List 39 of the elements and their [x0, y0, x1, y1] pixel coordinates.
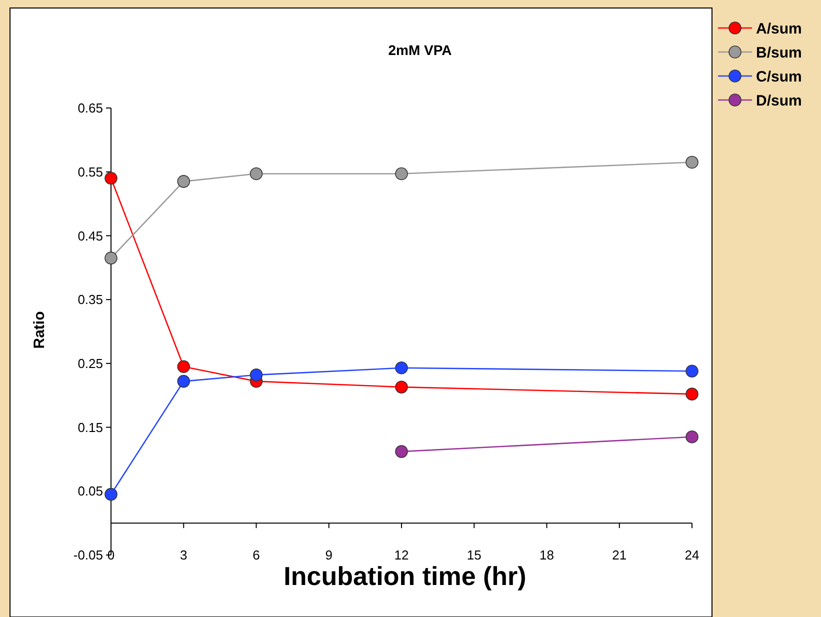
x-tick-label: 12 [394, 548, 409, 563]
y-tick-label: 0.05 [78, 484, 103, 499]
point [686, 388, 698, 400]
chart-title: 2mM VPA [388, 42, 452, 58]
y-tick-label: 0.35 [78, 292, 103, 308]
point [250, 368, 263, 382]
x-tick-label: 3 [180, 548, 188, 563]
y-tick-label: -0.05 [73, 548, 103, 563]
legend-label: D/sum [756, 92, 802, 110]
legend-label: C/sum [756, 68, 802, 86]
point [395, 380, 408, 394]
x-tick-label: 15 [466, 548, 482, 563]
legend-label: A/sum [756, 20, 802, 38]
point [250, 167, 263, 180]
point [395, 445, 408, 458]
point [686, 430, 698, 444]
y-tick-label: 0.25 [78, 356, 103, 371]
x-tick-label: 18 [540, 548, 554, 563]
y-tick-label: 0.55 [78, 164, 103, 180]
x-tick-label: 21 [612, 548, 627, 563]
point [395, 167, 408, 180]
y-tick-label: 0.45 [78, 228, 103, 244]
point [104, 172, 118, 185]
x-tick-label: 24 [684, 548, 700, 563]
y-tick-label: 0.65 [78, 100, 103, 116]
point [177, 175, 190, 188]
point [177, 360, 190, 374]
y-tick-label: 0.15 [78, 420, 103, 435]
point [395, 362, 408, 374]
point [686, 364, 698, 378]
x-tick-label: 6 [252, 548, 260, 563]
x-tick-label: 9 [325, 548, 332, 563]
point [104, 252, 118, 264]
point [104, 488, 118, 501]
point [686, 156, 698, 169]
legend-label: B/sum [756, 44, 802, 62]
point [177, 374, 190, 388]
x-axis-title: Incubation time (hr) [284, 561, 526, 591]
y-axis-title: Ratio [31, 311, 48, 349]
